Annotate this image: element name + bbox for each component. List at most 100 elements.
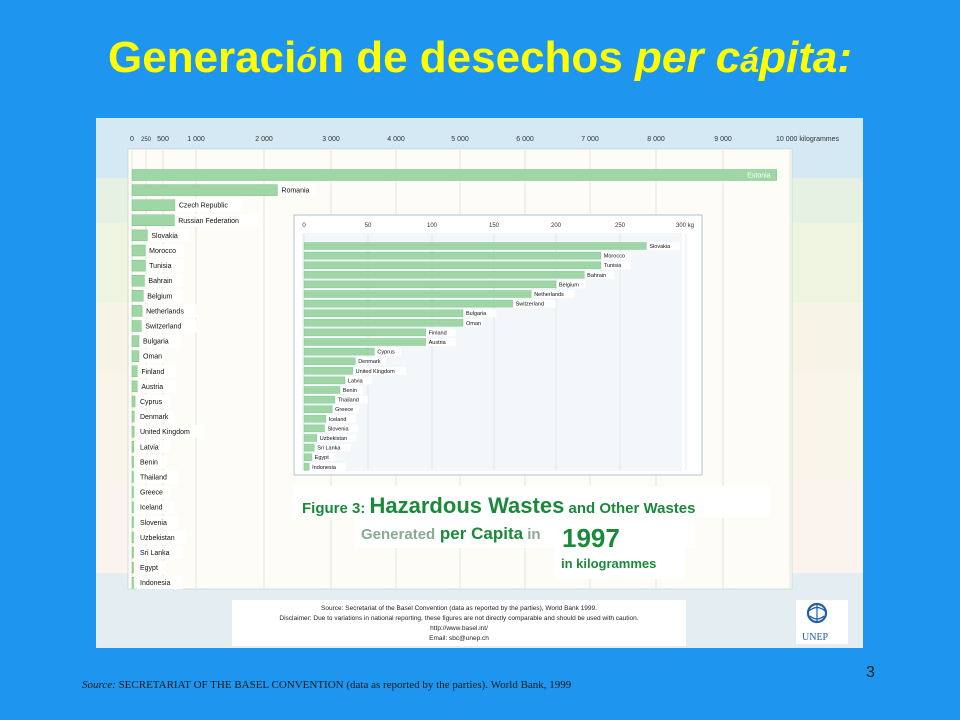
main-bar-labels: Estonia Romania Czech Republic Russian Fede… [137,173,771,590]
main-bar [131,380,138,393]
main-bar-label: United Kingdom [140,429,190,436]
main-bar-label: Oman [143,354,162,361]
inset-bar-label: Denmark [358,359,381,365]
main-bar [131,335,140,347]
inset-bar [303,251,601,260]
inset-label-bg [325,424,358,433]
inset-bar-label: Sri Lanka [317,446,341,452]
inset-tick-labels: 0 50 100 150 200 250 300 kg [302,223,694,229]
main-label-bg [138,364,176,378]
figure-title-block: Figure 3: Hazardous Wastes and Other Was… [293,486,770,579]
main-bar-label: Romania [281,188,309,195]
main-tick-label: 0 [130,136,134,143]
main-bar [131,199,176,211]
main-tick-label: 4 000 [387,136,405,143]
main-label-bg [137,410,175,424]
inset-bar-label: Austria [429,340,447,346]
inset-tick-label: 100 [427,223,438,229]
inset-bar [303,271,585,279]
main-label-bg [145,274,183,288]
inset-bar-label: Morocco [604,254,625,260]
main-label-bg [175,198,243,212]
unep-logo: UNEP [796,600,848,644]
main-label-bg [278,183,316,197]
inset-bar [303,386,340,394]
main-label-bg [140,349,165,363]
inset-label-bg [532,290,575,298]
inset-bar-label: Latvia [348,378,364,384]
main-bar-label: Slovakia [151,233,178,240]
title-accent2: á [740,42,760,80]
main-bar [131,365,138,378]
source-line: http://www.basel.int/ [430,625,488,632]
inset-bar [303,338,426,346]
inset-bar [303,309,464,317]
inset-tick-label: 200 [551,223,562,229]
main-bar [131,214,175,227]
inset-label-bg [601,251,631,260]
inset-bar-label: Iceland [329,417,347,423]
title-italic1: per c [635,33,741,82]
inset-bar [303,367,353,375]
inset-bar-label: United Kingdom [356,369,396,375]
main-bar-label: Slovenia [140,520,167,527]
title-box-3 [555,546,685,579]
main-tick-label: 250 [141,137,152,143]
inset-bar-label: Thailand [338,398,359,404]
inset-label-bg [375,347,402,356]
inset-bar-label: Switzerland [516,302,544,308]
source-line: Disclaimer: Due to variations in nationa… [279,615,638,622]
inset-tick-label: 250 [615,223,626,229]
inset-label-bg [312,453,336,462]
inset-bar-labels: Slovakia Morocco Tunisia Bahrain Belgium Neth… [310,242,680,471]
inset-label-bg [333,405,359,414]
inset-bar [303,424,325,433]
figure-year: 1997 [562,523,620,553]
inset-label-bg [345,376,372,385]
inset-bar-label: Slovakia [649,244,671,250]
inset-bar [303,347,375,356]
inset-bar [303,463,310,471]
inset-bar [303,415,326,423]
main-label-bg [137,546,183,559]
main-bar [131,350,140,362]
main-bar [131,561,134,574]
inset-bar-label: Bulgaria [466,311,487,317]
title-italic2: pita: [759,33,852,82]
main-bar-label: Tunisia [149,263,171,270]
main-bar [131,531,134,544]
inset-label-bg [647,242,680,250]
inset-bar-label: Tunisia [604,263,622,269]
main-tick-label: 6 000 [516,136,534,143]
inset-bar-label: Egypt [315,455,330,461]
main-bar [131,471,134,483]
figure-title-line1: Figure 3: Hazardous Wastes and Other Was… [302,493,695,518]
inset-bar-label: Cyprus [377,350,395,356]
inset-bar-label: Belgium [559,282,579,288]
inset-bar [303,280,557,289]
main-bar-label: Cyprus [140,399,163,406]
inset-bar-label: Netherlands [534,292,564,298]
inset-chart: 0 50 100 150 200 250 300 kg Slovakia Morocco Tun… [293,214,703,476]
main-bar-label: Uzbekistan [140,535,175,542]
inset-label-bg [601,261,631,270]
inset-label-bg [356,357,386,366]
title-accent1: ó [296,42,318,80]
main-bar [131,501,134,513]
inset-label-bg [317,434,357,442]
main-label-bg [137,500,175,514]
title-box-1 [293,486,770,518]
inset-bar [303,443,315,452]
source-label: Source: [82,679,116,691]
slide-source: Source: SECRETARIAT OF THE BASEL CONVENT… [82,679,822,691]
main-bar-label: Czech Republic [179,203,229,210]
main-bar [131,395,136,408]
inset-bar-label: Indonesia [312,465,337,471]
main-bar [131,546,134,559]
main-bar-label: Austria [141,384,163,391]
figure-title-line2: Generated per Capita in [361,524,541,543]
inset-label-bg [426,328,456,337]
main-label-bg [138,379,176,393]
main-tick-label: 2 000 [255,136,273,143]
inset-label-bg [340,386,364,394]
